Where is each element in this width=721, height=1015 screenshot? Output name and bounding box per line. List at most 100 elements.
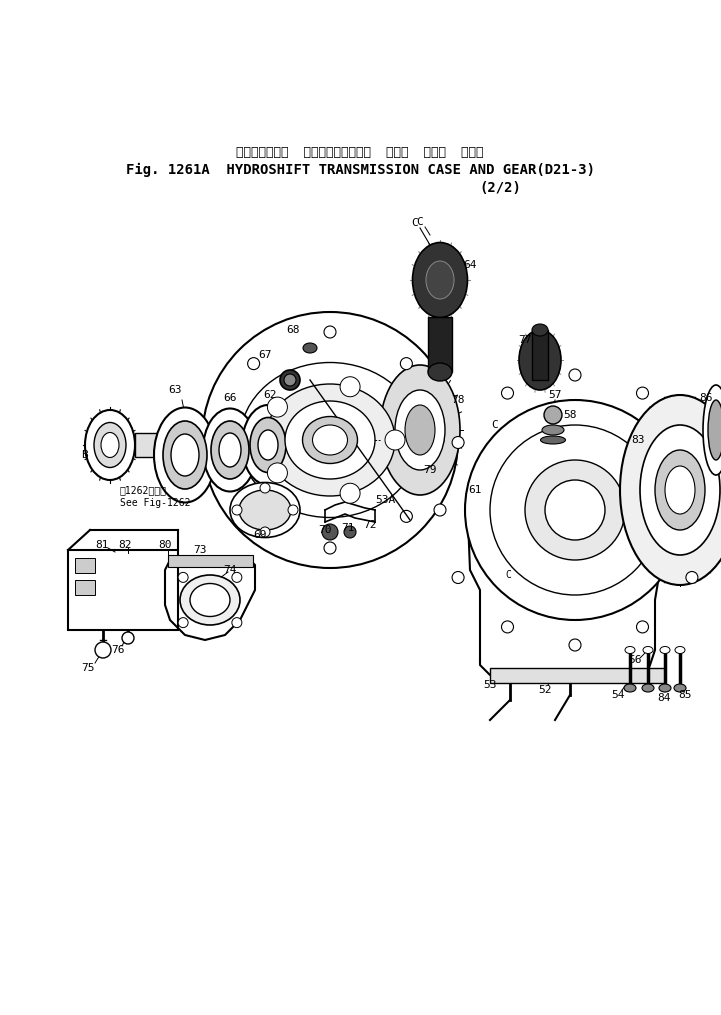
Ellipse shape — [620, 395, 721, 585]
Circle shape — [340, 377, 360, 397]
Text: C: C — [417, 217, 423, 227]
Ellipse shape — [675, 647, 685, 654]
Circle shape — [324, 542, 336, 554]
Ellipse shape — [284, 374, 296, 386]
Ellipse shape — [640, 425, 720, 555]
Circle shape — [178, 617, 188, 627]
Bar — [168, 555, 253, 567]
Ellipse shape — [674, 684, 686, 692]
Ellipse shape — [203, 408, 257, 491]
Ellipse shape — [660, 647, 670, 654]
Text: 76: 76 — [111, 645, 125, 655]
Ellipse shape — [465, 400, 685, 620]
Ellipse shape — [412, 243, 467, 318]
Circle shape — [247, 511, 260, 523]
Ellipse shape — [428, 363, 452, 381]
Circle shape — [452, 436, 464, 449]
Bar — [75, 558, 95, 573]
Text: (2/2): (2/2) — [479, 181, 521, 195]
Ellipse shape — [211, 421, 249, 479]
Ellipse shape — [230, 482, 300, 538]
Circle shape — [216, 434, 228, 446]
Text: 56: 56 — [628, 655, 642, 665]
Text: 85: 85 — [678, 690, 691, 700]
Circle shape — [400, 511, 412, 523]
Ellipse shape — [541, 436, 565, 444]
Ellipse shape — [380, 365, 460, 495]
Circle shape — [637, 387, 648, 399]
Text: 74: 74 — [224, 565, 236, 576]
Circle shape — [569, 369, 581, 381]
Text: B: B — [81, 450, 89, 460]
Text: 58: 58 — [563, 410, 577, 420]
Circle shape — [202, 312, 458, 568]
Ellipse shape — [163, 421, 207, 489]
Text: C: C — [412, 218, 418, 228]
Ellipse shape — [190, 584, 230, 616]
Circle shape — [569, 639, 581, 651]
Ellipse shape — [154, 407, 216, 502]
Ellipse shape — [312, 425, 348, 455]
Ellipse shape — [642, 684, 654, 692]
Circle shape — [267, 397, 288, 417]
Ellipse shape — [426, 261, 454, 299]
Circle shape — [400, 357, 412, 369]
Text: C: C — [492, 420, 498, 430]
Ellipse shape — [258, 430, 278, 460]
Bar — [75, 580, 95, 595]
Ellipse shape — [180, 576, 240, 625]
Ellipse shape — [708, 400, 721, 460]
Bar — [532, 330, 548, 380]
Text: 84: 84 — [658, 693, 671, 703]
Ellipse shape — [703, 385, 721, 475]
Bar — [428, 317, 452, 373]
Circle shape — [686, 436, 698, 449]
Ellipse shape — [94, 422, 126, 468]
Bar — [490, 668, 665, 683]
Ellipse shape — [665, 466, 695, 514]
Text: See Fig-1262: See Fig-1262 — [120, 498, 190, 508]
Ellipse shape — [545, 480, 605, 540]
Text: 66: 66 — [224, 393, 236, 403]
Text: 73: 73 — [193, 545, 207, 555]
Circle shape — [322, 524, 338, 540]
Ellipse shape — [85, 410, 135, 480]
Circle shape — [178, 572, 188, 583]
Circle shape — [260, 483, 270, 493]
Text: 68: 68 — [286, 325, 300, 335]
Text: 71: 71 — [341, 523, 355, 533]
Circle shape — [452, 571, 464, 584]
Ellipse shape — [544, 406, 562, 424]
Text: 第1262図参照: 第1262図参照 — [120, 485, 167, 495]
Circle shape — [704, 504, 716, 516]
Circle shape — [502, 387, 513, 399]
Text: 62: 62 — [263, 390, 277, 400]
Ellipse shape — [405, 405, 435, 455]
Circle shape — [247, 357, 260, 369]
Ellipse shape — [625, 647, 635, 654]
Circle shape — [324, 326, 336, 338]
Text: 70: 70 — [318, 525, 332, 535]
Bar — [135, 433, 170, 457]
Ellipse shape — [242, 405, 294, 485]
Text: 82: 82 — [118, 540, 132, 550]
Ellipse shape — [101, 432, 119, 458]
Text: 75: 75 — [81, 663, 94, 673]
Text: 72: 72 — [363, 520, 377, 530]
Circle shape — [686, 571, 698, 584]
Ellipse shape — [219, 433, 241, 467]
Text: 53A: 53A — [375, 495, 395, 505]
Text: ハイドロシフト  トランスミッション  ケース  および  ギヤー: ハイドロシフト トランスミッション ケース および ギヤー — [236, 145, 484, 158]
Ellipse shape — [285, 401, 375, 479]
Ellipse shape — [303, 416, 358, 464]
Circle shape — [267, 463, 288, 483]
Text: 67: 67 — [258, 350, 272, 360]
Text: 86: 86 — [699, 393, 713, 403]
Ellipse shape — [655, 450, 705, 530]
Text: 57: 57 — [548, 390, 562, 400]
Ellipse shape — [532, 324, 548, 336]
Ellipse shape — [519, 330, 561, 390]
Text: C: C — [505, 570, 511, 580]
Text: 79: 79 — [423, 465, 437, 475]
Ellipse shape — [240, 362, 420, 518]
